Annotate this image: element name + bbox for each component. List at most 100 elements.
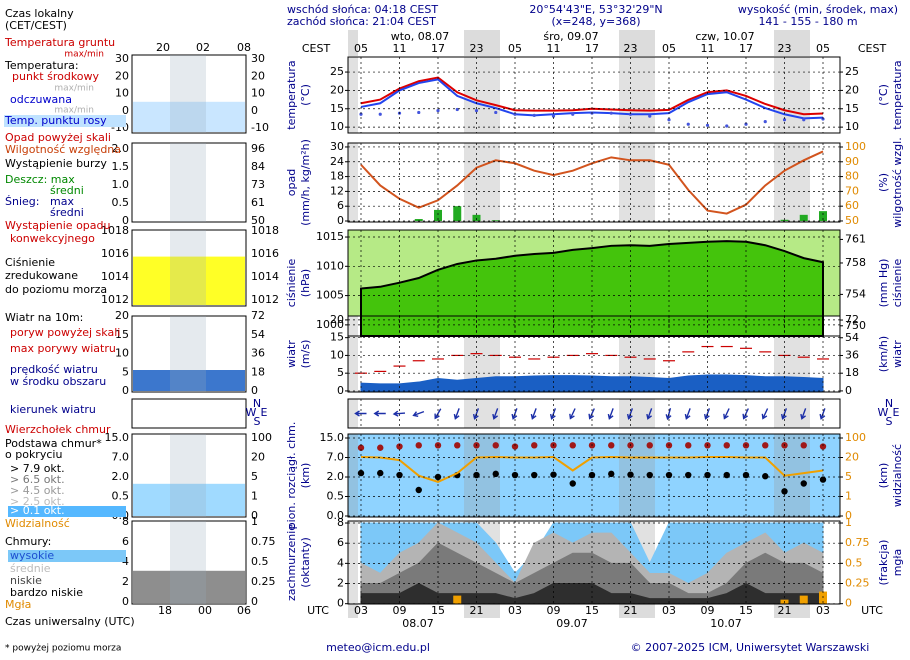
time-tick-label: 23 (470, 42, 484, 55)
y-tick-label: 2.0 (327, 470, 345, 483)
y2-axis-label: widzialność (891, 444, 904, 507)
night-band (464, 604, 500, 618)
legend-text: Wiatr na 10m: (5, 311, 83, 324)
y-tick-label: 4 (337, 556, 344, 569)
dot (417, 110, 421, 115)
y2-axis-label: (km/h) (877, 336, 890, 372)
legend-tick-label: 20 (251, 69, 265, 82)
y2-tick-label: 10 (845, 120, 859, 133)
wind-arrow (780, 408, 788, 420)
night-band (170, 55, 206, 133)
dot (648, 114, 652, 118)
legend-text: Wilgotność względna (5, 143, 121, 156)
y-tick-label: 1000 (316, 318, 344, 331)
legend-tick-label: 96 (251, 142, 265, 155)
legend-tick-label: 0 (251, 104, 258, 117)
dot (569, 480, 576, 487)
y-tick-label: 0 (337, 214, 344, 227)
dot (646, 471, 653, 479)
legend-text: max porywy wiatru (10, 342, 116, 355)
legend-hour: 20 (156, 41, 170, 54)
legend-tick-label: 18 (251, 365, 265, 378)
wind-arrow (588, 408, 595, 420)
legend-tick-label: 15.0 (105, 431, 130, 444)
panel-frame (347, 229, 841, 337)
night-band (619, 143, 655, 222)
copyright: © 2007-2025 ICM, Uniwersytet Warszawski (631, 641, 870, 654)
legend-text: Chmury: (5, 535, 51, 548)
dot (359, 112, 363, 116)
night-band (774, 30, 810, 56)
legend-tick-label: 1012 (251, 293, 279, 306)
dot (569, 442, 576, 449)
legend-tick-label: 1014 (251, 270, 279, 283)
dot (646, 442, 653, 449)
bar (819, 211, 827, 222)
wind-arrow (684, 408, 691, 420)
legend-tick-label: 2 (122, 575, 129, 588)
bar (491, 220, 500, 222)
wind-arrow (665, 408, 672, 421)
dot (436, 109, 440, 113)
night-band (348, 57, 358, 133)
legend-text: > 7.9 okt. (10, 462, 65, 475)
y-axis-label: pion. rozciągł. chm. (285, 422, 298, 530)
area (360, 582, 824, 605)
y-axis-label: (°C) (299, 84, 312, 106)
email[interactable]: meteo@icm.edu.pl (326, 641, 430, 654)
legend-tick-label: 5 (122, 365, 129, 378)
legend-text: punkt środkowy (12, 70, 100, 83)
legend-tick-label: 1016 (251, 247, 279, 260)
wind-arrow (453, 408, 460, 420)
dot (357, 444, 365, 451)
legend-text: Podstawa chmur* (5, 437, 102, 450)
wind-arrow (761, 408, 769, 420)
y-tick-label: 7.0 (327, 451, 345, 464)
dot (415, 442, 422, 449)
legend-tick-label: 0 (122, 104, 129, 117)
day-label: czw, 10.07 (695, 30, 754, 43)
legend-tick-label: 72 (251, 309, 265, 322)
wind-arrow (607, 408, 614, 420)
wind-arrow (646, 408, 653, 420)
legend-tick-label: 7.0 (112, 451, 130, 464)
y-tick-label: 25 (330, 65, 344, 78)
dot (377, 444, 384, 451)
legend-text: o pokryciu (5, 448, 62, 461)
night-band (464, 30, 500, 56)
panel-frame (347, 56, 841, 134)
legend-hour: 18 (158, 604, 172, 617)
y2-tick-label: 5 (845, 470, 852, 483)
legend-tick-label: 1018 (101, 224, 129, 237)
time-tick-label: 03 (816, 604, 830, 617)
y-axis-label: (oktanty) (299, 537, 312, 588)
legend-tick-label: 36 (251, 347, 265, 360)
dot (686, 122, 690, 126)
time-tick-label: 21 (778, 604, 792, 617)
time-tick-label: 11 (393, 42, 407, 55)
y-tick-label: 1005 (316, 289, 344, 302)
y-axis-label: zachmurzenie (285, 524, 298, 601)
legend-text: Śnieg: (5, 195, 39, 208)
legend-tick-label: 30 (115, 52, 129, 65)
legend-tick-label: 0 (122, 214, 129, 227)
legend-text: Temp. punktu rosy (4, 114, 107, 127)
wind-arrow (373, 410, 386, 417)
day-label: 10.07 (710, 617, 742, 630)
wind-arrow (354, 410, 367, 417)
line (360, 456, 824, 483)
legend-text: wysokie (10, 549, 54, 562)
y2-tick-label: 20 (845, 451, 859, 464)
y-tick-label: 0.0 (327, 509, 345, 522)
y-tick-label: 0.5 (327, 490, 345, 503)
wind-arrow (569, 408, 576, 420)
legend-hour: 06 (237, 604, 251, 617)
time-tick-label: 15 (431, 604, 445, 617)
wind-arrow (472, 408, 480, 420)
y2-tick-label: 90 (845, 155, 859, 168)
dot (628, 112, 633, 116)
y-tick-label: 2 (337, 577, 344, 590)
dot (725, 124, 729, 128)
